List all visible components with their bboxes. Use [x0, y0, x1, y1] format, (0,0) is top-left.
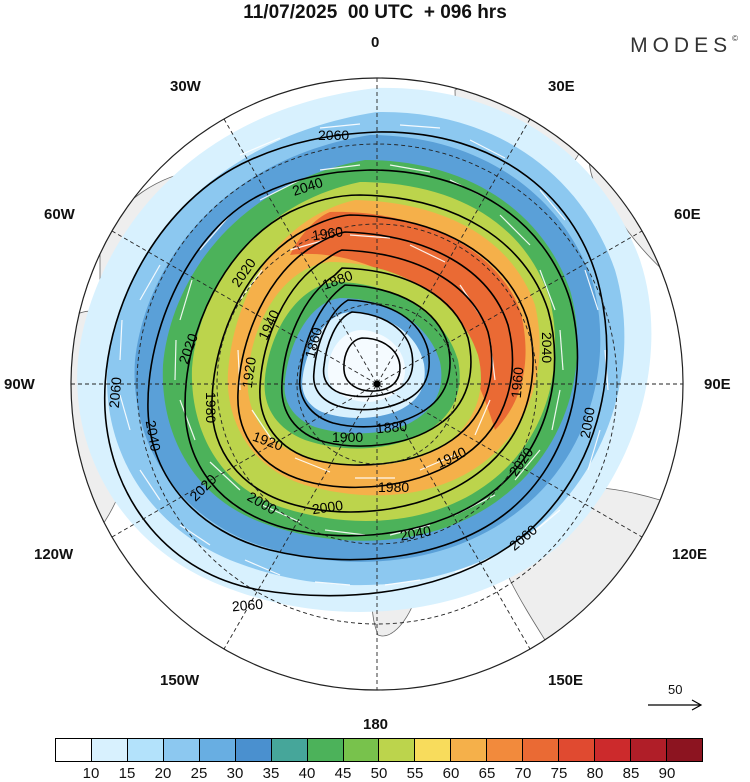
colorbar-tick-label: 55 [406, 765, 424, 782]
contour-label-group: 2060 2040 2020 1960 1880 1860 1940 2020 … [106, 127, 598, 614]
contour-1920 [299, 284, 451, 428]
colorbar-tick-label: 80 [586, 765, 604, 782]
colorbar-cell [199, 739, 236, 761]
contour-1940 [281, 267, 472, 447]
contour-label: 2000 [311, 497, 344, 517]
colorbar [55, 738, 703, 762]
contour-label: 2060 [577, 406, 598, 440]
contour-label: 2040 [539, 332, 555, 363]
contour-label: 2060 [231, 596, 264, 615]
contour-2000 [211, 214, 534, 513]
lon-label-60e: 60E [674, 206, 701, 223]
wind-vectors [119, 123, 609, 586]
colorbar-cell [487, 739, 524, 761]
contour-label: 1860 [302, 325, 326, 359]
colorbar-cell [91, 739, 128, 761]
colorbar-tick-label: 45 [334, 765, 352, 782]
contour-1900 [312, 299, 430, 411]
colorbar-tick-label: 85 [622, 765, 640, 782]
colorbar-cell [56, 739, 92, 761]
lon-label-90e: 90E [704, 376, 731, 393]
contour-label: 1960 [508, 366, 527, 399]
colorbar-cell [307, 739, 344, 761]
contour-1880 [322, 311, 414, 398]
contour-2040 [147, 169, 579, 561]
map-title: 11/07/2025 00 UTC + 096 hrs [243, 2, 507, 23]
brand-logo: MODES© [630, 34, 738, 58]
colorbar-tick-label: 30 [226, 765, 244, 782]
colorbar-cell [451, 739, 488, 761]
reference-vector-arrow [648, 699, 703, 711]
colorbar-cell [235, 739, 272, 761]
lon-label-30w: 30W [170, 78, 201, 95]
lon-label-30e: 30E [548, 78, 575, 95]
map-border [70, 77, 684, 691]
contour-label: 1900 [332, 429, 363, 445]
contour-label: 1980 [378, 479, 409, 495]
lon-label-60w: 60W [44, 206, 75, 223]
colorbar-cell [271, 739, 308, 761]
band-70 [290, 211, 526, 430]
colorbar-tick-label: 60 [442, 765, 460, 782]
lon-label-150w: 150W [160, 672, 200, 689]
colorbar-cell [343, 739, 380, 761]
colorbar-tick-label: 10 [82, 765, 100, 782]
contour-1980 [237, 231, 514, 489]
colorbar-cell [666, 739, 702, 761]
colorbar-cell [379, 739, 416, 761]
colorbar-tick-label: 75 [550, 765, 568, 782]
lon-label-150e: 150E [548, 672, 584, 689]
contour-1860 [343, 337, 401, 392]
lon-label-0: 0 [371, 34, 380, 51]
contour-label: 1880 [375, 418, 408, 437]
graticule [71, 78, 683, 690]
colorbar-tick-label: 50 [370, 765, 388, 782]
wind-speed-shading [77, 87, 652, 612]
colorbar-tick-label: 20 [154, 765, 172, 782]
colorbar-tick-label: 70 [514, 765, 532, 782]
colorbar-tick-label: 35 [262, 765, 280, 782]
reference-vector-label: 50 [668, 682, 683, 697]
north-pole-marker [373, 380, 381, 388]
colorbar-cell [595, 739, 631, 761]
lon-label-120e: 120E [672, 546, 708, 563]
contour-2020 [184, 194, 556, 537]
colorbar-cell [163, 739, 200, 761]
colorbar-tick-label: 40 [298, 765, 316, 782]
colorbar-cell [523, 739, 560, 761]
contour-label: 2060 [106, 376, 125, 409]
lon-label-120w: 120W [34, 546, 74, 563]
height-contours [103, 131, 608, 597]
contour-2060 [103, 131, 608, 597]
contour-1960 [259, 249, 493, 466]
colorbar-tick-label: 90 [658, 765, 676, 782]
contour-label: 1980 [203, 392, 219, 423]
map-disk [71, 78, 683, 690]
contour-label: 1960 [311, 223, 344, 243]
contour-label: 2040 [399, 522, 433, 543]
lon-label-90w: 90W [4, 376, 35, 393]
contour-label: 2060 [318, 127, 349, 143]
colorbar-cell [415, 739, 452, 761]
colorbar-tick-label: 15 [118, 765, 136, 782]
colorbar-cell [631, 739, 667, 761]
contour-label: 1920 [239, 356, 259, 389]
brand-mark: © [732, 34, 738, 43]
lon-label-180: 180 [363, 716, 389, 733]
brand-name: MODES [630, 34, 733, 57]
colorbar-cell [127, 739, 164, 761]
colorbar-tick-label: 25 [190, 765, 208, 782]
colorbar-tick-label: 65 [478, 765, 496, 782]
contour-label: 2040 [143, 419, 164, 453]
colorbar-cell [559, 739, 596, 761]
